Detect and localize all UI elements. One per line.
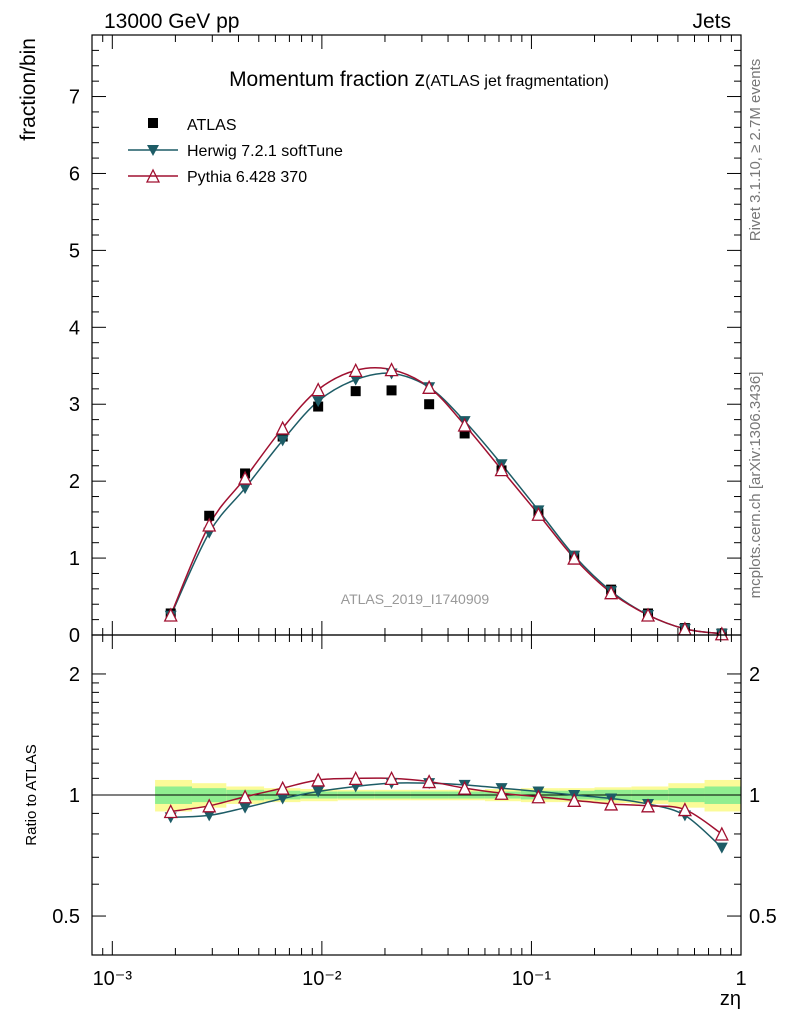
main-point-pythia: [348, 362, 363, 378]
mcplots-label: mcplots.cern.ch [arXiv:1306.3436]: [747, 372, 764, 599]
legend-marker-herwig: [147, 145, 159, 156]
main-y-tick-label: 7: [69, 87, 80, 109]
header-left: 13000 GeV pp: [104, 10, 239, 33]
ratio-point-pythia: [238, 789, 253, 804]
main-point-herwig: [276, 435, 289, 447]
main-y-tick-label: 3: [69, 394, 80, 416]
ratio-y-tick-label-left: 2: [69, 664, 80, 686]
ratio-y-tick-label-left: 1: [69, 785, 80, 807]
legend-label-pythia: Pythia 6.428 370: [187, 169, 307, 186]
plot-title: Momentum fraction z(ATLAS jet fragmentat…: [229, 68, 609, 91]
ratio-point-pythia: [202, 798, 217, 813]
ratio-point-pythia: [567, 792, 582, 807]
main-point-pythia: [163, 607, 178, 622]
ratio-point-herwig: [239, 802, 252, 814]
legend-marker-pythia: [145, 168, 161, 183]
ratio-point-pythia: [275, 780, 290, 795]
main-y-tick-label: 1: [69, 548, 80, 570]
ratio-point-pythia: [163, 804, 178, 819]
ratio-y-tick-label-right: 2: [749, 664, 760, 686]
main-point-pythia: [714, 626, 729, 641]
main-y-tick-label: 4: [69, 317, 80, 339]
ratio-point-herwig: [203, 810, 216, 822]
main-point-pythia: [640, 607, 656, 622]
axis-ticks: [91, 35, 742, 955]
main-point-pythia: [384, 362, 399, 377]
ratio-line-herwig: [170, 782, 723, 849]
x-tick-label: 1: [735, 968, 746, 990]
x-tick-label: 10⁻¹: [512, 968, 552, 990]
main-y-tick-label: 6: [69, 163, 80, 185]
legend-label-atlas: ATLAS: [187, 117, 237, 134]
main-point-pythia: [457, 417, 472, 432]
ratio-y-tick-label-right: 1: [749, 785, 760, 807]
main-point-pythia: [311, 382, 326, 397]
ratio-point-herwig: [715, 842, 728, 854]
legend-label-herwig: Herwig 7.2.1 softTune: [187, 143, 343, 160]
main-point-pythia: [275, 420, 290, 435]
main-ylabel: fraction/bin: [17, 38, 40, 141]
main-point-atlas: [204, 510, 215, 521]
plot-title-sub: (ATLAS jet fragmentation): [425, 73, 609, 90]
ratio-point-pythia: [384, 770, 399, 786]
main-point-pythia: [422, 379, 437, 394]
ratio-point-herwig: [276, 793, 289, 805]
ratio-point-pythia: [348, 770, 363, 786]
main-point-atlas: [350, 386, 361, 397]
main-point-herwig: [312, 396, 325, 408]
main-point-herwig: [349, 374, 362, 386]
main-point-atlas: [459, 428, 470, 439]
header-right: Jets: [692, 10, 731, 33]
ratio-point-herwig: [312, 786, 325, 798]
ratio-line-pythia: [170, 777, 723, 835]
main-point-atlas: [424, 399, 435, 410]
legend-marker-atlas: [148, 118, 158, 128]
main-point-pythia: [202, 517, 217, 532]
main-point-atlas: [386, 385, 397, 396]
ratio-point-pythia: [604, 796, 619, 811]
axis-tick-labels: 10⁻³ 10⁻² 10⁻¹ 1 0 1 2 3 4 5 6 7 0.5 0.5 1 1 2 2: [52, 87, 777, 990]
main-point-pythia: [567, 550, 582, 565]
x-tick-label: 10⁻³: [93, 968, 133, 990]
ratio-point-pythia: [677, 802, 692, 817]
main-y-tick-label: 0: [69, 625, 80, 647]
analysis-id: ATLAS_2019_I1740909: [341, 591, 490, 607]
main-point-pythia: [604, 585, 619, 600]
ratio-series: [163, 770, 729, 854]
main-y-tick-label: 2: [69, 471, 80, 493]
ratio-point-pythia: [494, 785, 509, 800]
main-line-pythia: [170, 366, 722, 635]
main-point-pythia: [238, 470, 253, 485]
rivet-label: Rivet 3.1.10, ≥ 2.7M events: [747, 59, 764, 242]
ratio-point-pythia: [714, 826, 729, 841]
main-y-tick-label: 5: [69, 240, 80, 262]
x-tick-label: 10⁻²: [302, 968, 342, 990]
ratio-y-tick-label-left: 0.5: [52, 906, 80, 928]
ratio-y-tick-label-right: 0.5: [749, 906, 777, 928]
ratio-point-pythia: [640, 798, 656, 813]
ratio-ylabel: Ratio to ATLAS: [23, 744, 40, 845]
ratio-point-pythia: [422, 774, 437, 789]
x-axis-label: zη: [720, 988, 741, 1010]
main-point-pythia: [531, 506, 546, 521]
ratio-point-pythia: [311, 772, 326, 787]
main-series: [163, 362, 729, 641]
legend: ATLAS Herwig 7.2.1 softTune Pythia 6.428…: [128, 117, 343, 186]
plot-title-main: Momentum fraction z: [229, 68, 425, 91]
main-point-pythia: [494, 462, 509, 477]
main-point-herwig: [239, 483, 252, 495]
ratio-point-pythia: [457, 780, 472, 795]
ratio-point-pythia: [531, 789, 546, 804]
